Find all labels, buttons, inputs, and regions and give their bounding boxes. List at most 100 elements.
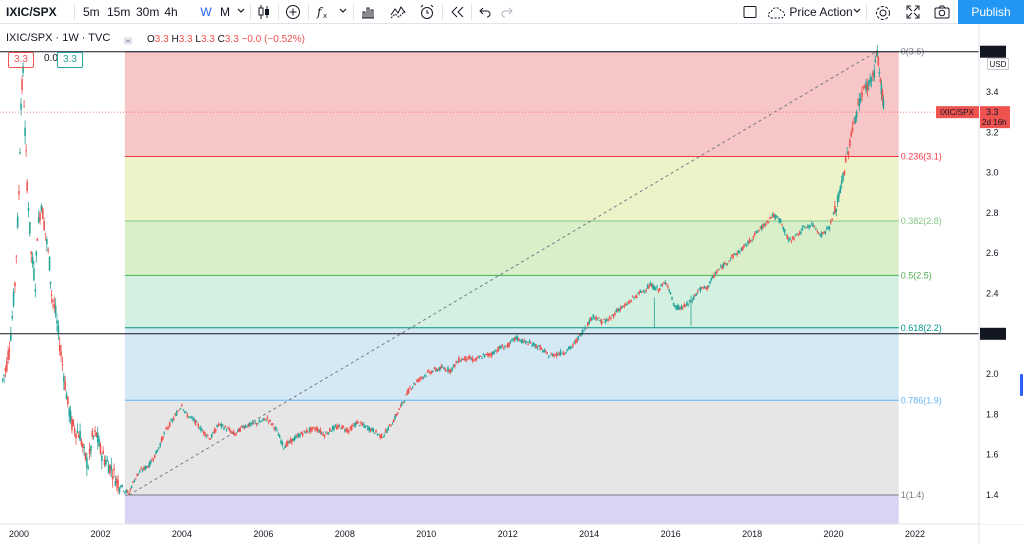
replay-icon[interactable] [448, 0, 466, 24]
candle-body [73, 428, 76, 433]
candle-body [360, 422, 362, 424]
currency-label[interactable]: USD [987, 58, 1009, 70]
candle-body [139, 471, 141, 473]
candle-body [296, 435, 299, 436]
candle-body [832, 213, 835, 215]
fullscreen-icon[interactable] [904, 0, 922, 24]
candle-body [384, 430, 387, 432]
candle-body [422, 376, 425, 379]
candle-body [49, 281, 52, 284]
candle-body [83, 447, 85, 449]
bar-chart-icon[interactable] [359, 0, 377, 24]
candle-body [676, 305, 679, 310]
candle-body [490, 354, 493, 356]
interval-15m-button[interactable]: 15m [107, 5, 131, 19]
candle-body [35, 251, 38, 256]
candle-body [110, 465, 113, 470]
undo-icon[interactable] [477, 0, 493, 24]
candle-body [375, 430, 377, 433]
open-label: O [147, 34, 155, 45]
high-label: H [171, 34, 179, 45]
candle-body [387, 427, 390, 431]
candle-body [798, 232, 801, 234]
candle-body [134, 478, 137, 479]
candle-body [288, 440, 290, 443]
chart-pane[interactable]: 0(3.6) 0.236(3.1) 0.382(2.8) 0.5(2.5) 0.618(… [0, 24, 1024, 544]
candle-body [4, 367, 7, 371]
candle-body [809, 225, 812, 227]
price-chart[interactable]: 0(3.6)0.236(3.1)0.382(2.8)0.5(2.5)0.618(… [0, 24, 1024, 544]
candle-body [363, 423, 365, 426]
candle-body [240, 425, 243, 427]
legend-toggle-icon[interactable] [123, 33, 133, 45]
candle-body [577, 335, 580, 340]
sell-price-badge[interactable]: 3.3 [8, 52, 34, 68]
scroll-handle[interactable] [1020, 374, 1023, 396]
candle-body [357, 421, 360, 423]
candle-body [91, 430, 94, 437]
candle-body [513, 337, 516, 341]
candles-icon[interactable] [256, 0, 272, 24]
candle-body [337, 424, 339, 428]
symbol-search-button[interactable]: IXIC/SPX [6, 5, 57, 19]
legend-title[interactable]: IXIC/SPX · 1W · TVC [6, 32, 111, 44]
candle-body [429, 372, 432, 374]
candle-body [777, 217, 779, 219]
candle-body [289, 439, 292, 442]
redo-icon[interactable] [499, 0, 515, 24]
interval-30m-button[interactable]: 30m [136, 5, 160, 19]
candle-body [595, 316, 597, 320]
candle-body [578, 334, 581, 336]
interval-w-button[interactable]: W [200, 5, 212, 19]
candle-body [834, 205, 836, 214]
candle-body [879, 78, 882, 83]
candle-body [115, 478, 118, 484]
candle-body [554, 354, 557, 356]
candle-body [426, 371, 429, 373]
alert-icon[interactable] [418, 0, 436, 24]
camera-icon[interactable] [933, 0, 951, 24]
interval-5m-button[interactable]: 5m [83, 5, 100, 19]
candle-body [224, 426, 227, 428]
candle-body [839, 186, 842, 194]
candle-body [84, 452, 87, 460]
candle-body [48, 256, 51, 271]
candle-body [36, 238, 39, 241]
candle-body [440, 366, 443, 369]
candle-body [319, 429, 322, 433]
candle-body [190, 416, 193, 418]
candle-body [205, 435, 208, 437]
settings-icon[interactable] [873, 0, 893, 24]
fib-trend-line[interactable] [128, 51, 877, 496]
candle-body [40, 205, 43, 211]
candle-body [434, 368, 437, 371]
buy-price-badge[interactable]: 3.3 [57, 52, 83, 68]
chevron-down-icon[interactable] [852, 0, 862, 24]
chevron-down-icon[interactable] [236, 0, 246, 24]
layout-square-icon[interactable] [741, 0, 759, 24]
candle-body [330, 431, 333, 432]
interval-m-button[interactable]: M [220, 5, 230, 19]
candle-body [711, 275, 714, 278]
candle-body [20, 103, 22, 110]
add-indicator-icon[interactable] [284, 0, 302, 24]
candle-body [326, 433, 328, 435]
candle-body [702, 287, 705, 289]
fib-level-label: 0.382(2.8) [901, 216, 942, 226]
candle-body [227, 428, 229, 429]
candle-body [479, 356, 482, 357]
candle-body [377, 433, 380, 435]
candle-body [316, 428, 319, 432]
interval-4h-button[interactable]: 4h [164, 5, 178, 19]
compare-icon[interactable] [389, 0, 407, 24]
layout-name-button[interactable]: Price Action [766, 0, 853, 24]
candle-body [866, 83, 869, 91]
candle-body [850, 132, 852, 137]
candle-body [843, 170, 846, 175]
candle-body [79, 430, 81, 441]
candle-body [318, 431, 320, 433]
publish-button[interactable]: Publish [958, 0, 1024, 24]
candle-body [825, 227, 828, 229]
chevron-down-icon[interactable] [338, 0, 348, 24]
